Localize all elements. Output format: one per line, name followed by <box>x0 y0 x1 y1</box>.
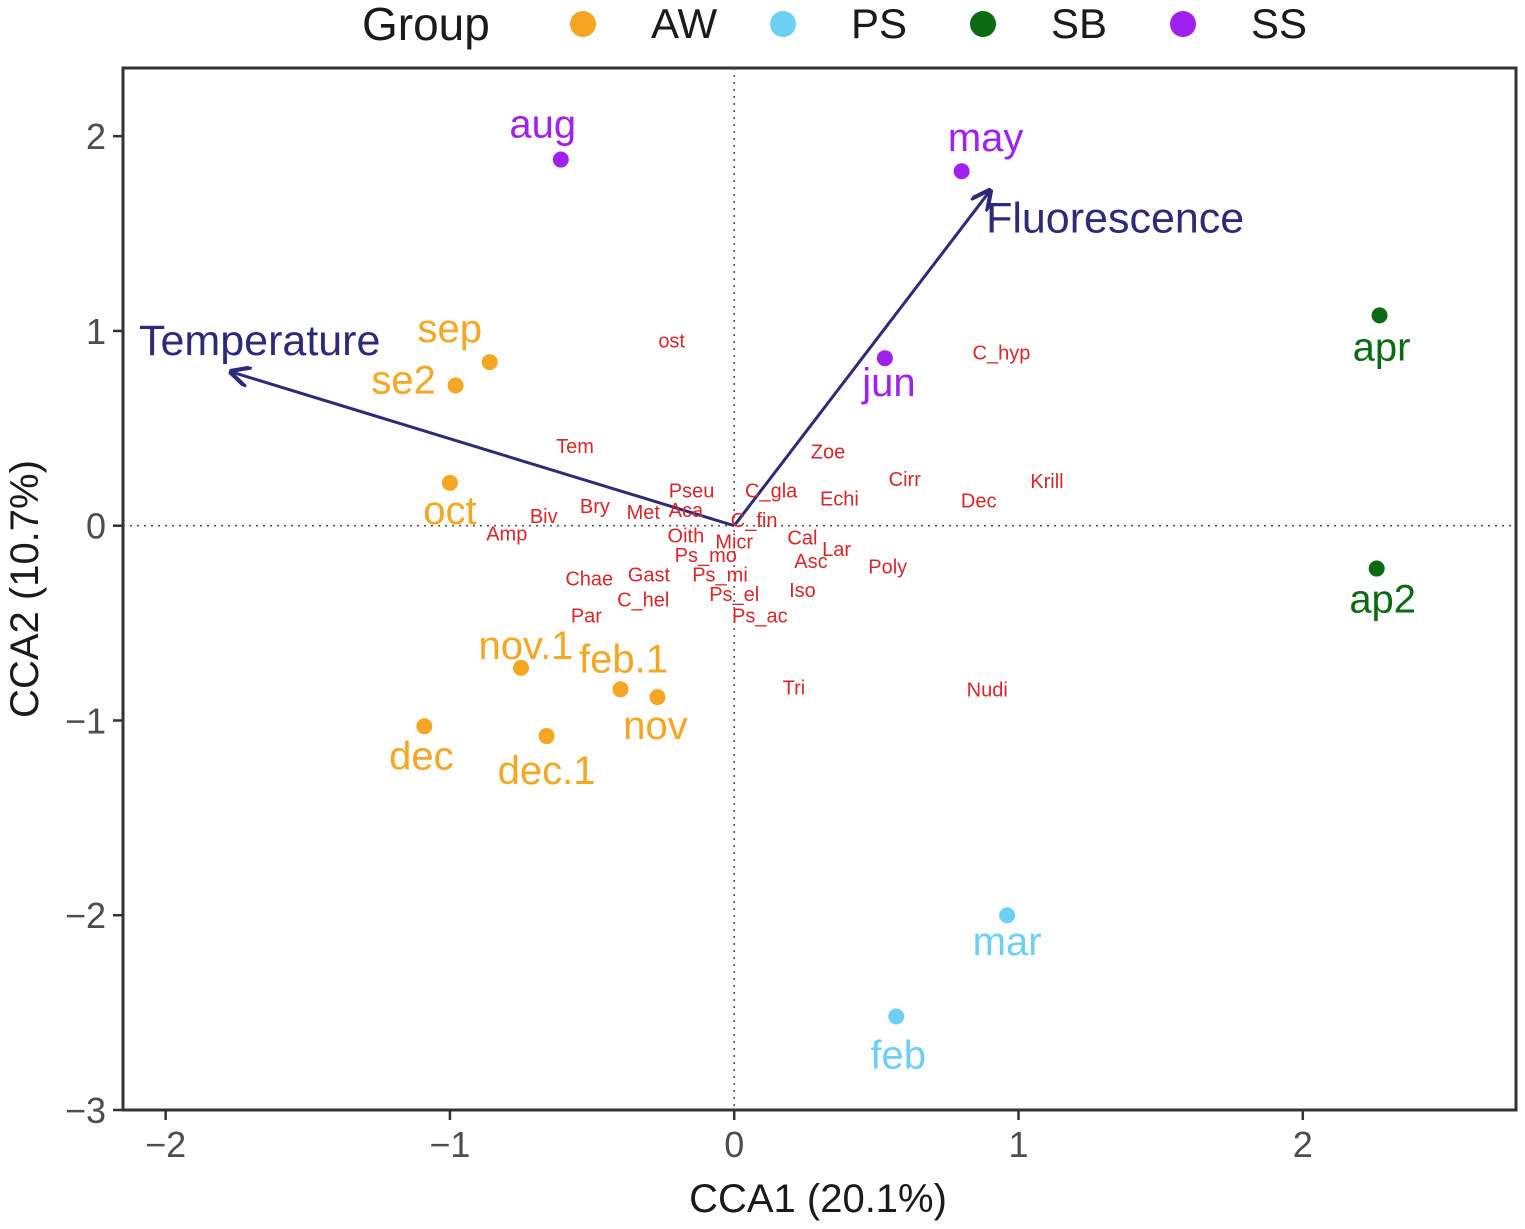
legend-label-ps: PS <box>851 0 907 47</box>
sample-label-mar: mar <box>973 920 1042 964</box>
sample-point-ap2 <box>1368 560 1385 577</box>
sample-label-se2: se2 <box>371 358 436 402</box>
species-label: Ps_el <box>709 584 759 606</box>
species-label: Ps_mo <box>675 545 737 567</box>
sample-label-dec.1: dec.1 <box>498 749 596 793</box>
legend-key-aw <box>570 11 596 37</box>
species-label: Iso <box>789 580 816 602</box>
species-label: Echi <box>820 488 859 510</box>
species-label: Ps_mi <box>692 564 748 586</box>
y-axis: −3 −2 −1 0 1 2 <box>65 116 123 1131</box>
sample-point-nov.1 <box>513 659 529 676</box>
species-label: Cirr <box>889 469 922 491</box>
species-label: Nudi <box>967 679 1008 701</box>
y-axis-label: CCA2 (10.7%) <box>3 460 47 718</box>
environment-vectors: Temperature Fluorescence <box>139 191 1244 528</box>
y-tick-label: 0 <box>86 506 106 547</box>
reference-lines <box>123 68 1516 1110</box>
sample-label-nov.1: nov.1 <box>479 624 574 668</box>
vector-arrow-temperature <box>231 372 735 528</box>
sample-label-may: may <box>948 116 1024 160</box>
species-label: Ps_ac <box>732 605 788 627</box>
sample-point-feb <box>888 1008 905 1025</box>
y-tick-label: 1 <box>86 311 106 352</box>
vector-label-fluorescence: Fluorescence <box>986 195 1244 243</box>
species-label: Par <box>571 605 602 627</box>
sample-point-oct <box>441 474 458 491</box>
species-label: Bry <box>580 496 610 518</box>
species-label: Gast <box>628 564 671 586</box>
species-label: Oith <box>668 525 705 547</box>
legend: Group AW PS SB SS <box>362 0 1307 50</box>
legend-key-ss <box>1170 11 1196 37</box>
species-label: Pseu <box>669 481 715 503</box>
legend-key-ps <box>770 11 796 37</box>
sample-label-sep: sep <box>417 307 482 351</box>
species-label: Asc <box>794 551 827 573</box>
legend-key-sb <box>970 11 996 37</box>
species-label: Poly <box>868 557 907 579</box>
y-tick-label: 2 <box>86 116 106 157</box>
sample-point-feb.1 <box>612 681 629 698</box>
legend-title: Group <box>362 0 490 50</box>
species-labels: ost C_hyp Tem Zoe Krill Cirr Pseu C_gla Echi Dec B… <box>486 331 1063 702</box>
species-label: Met <box>627 502 661 524</box>
x-tick-label: −1 <box>429 1124 470 1165</box>
species-label: Krill <box>1030 471 1063 493</box>
legend-label-ss: SS <box>1251 0 1307 47</box>
x-axis: −2 −1 0 1 2 <box>145 1110 1313 1165</box>
sample-label-apr: apr <box>1353 325 1411 369</box>
x-axis-label: CCA1 (20.1%) <box>689 1177 947 1221</box>
plot-panel <box>121 66 1518 1112</box>
sample-point-dec <box>416 718 433 735</box>
species-label: Biv <box>530 506 558 528</box>
sample-label-feb.1: feb.1 <box>579 637 668 681</box>
sample-point-mar <box>999 907 1016 924</box>
sample-point-nov <box>649 689 666 706</box>
sample-point-dec.1 <box>538 728 555 745</box>
sample-point-apr <box>1371 307 1388 324</box>
species-label: ost <box>658 331 685 353</box>
species-label: Tem <box>556 436 594 458</box>
species-label: C_hyp <box>973 342 1031 364</box>
sample-label-feb: feb <box>870 1034 926 1078</box>
species-label: Amp <box>486 523 527 545</box>
sample-points: aug may jun sep se2 oct nov.1 feb.1 nov dec dec.1 a… <box>371 103 1416 1078</box>
sample-point-jun <box>876 350 893 367</box>
species-label: Lar <box>822 539 851 561</box>
sample-point-sep <box>481 354 498 371</box>
x-tick-label: 1 <box>1008 1124 1028 1165</box>
vector-arrow-fluorescence <box>733 191 990 527</box>
species-label: C_fin <box>731 510 778 532</box>
vector-label-temperature: Temperature <box>139 317 380 365</box>
x-tick-label: −2 <box>145 1124 186 1165</box>
species-label: Cal <box>787 527 817 549</box>
sample-label-dec: dec <box>389 734 454 778</box>
species-label: Aca <box>669 500 704 522</box>
y-tick-label: −3 <box>65 1090 106 1131</box>
y-tick-label: −2 <box>65 895 106 936</box>
sample-point-may <box>953 163 970 180</box>
sample-point-se2 <box>447 377 464 394</box>
species-label: Dec <box>961 490 997 512</box>
legend-label-sb: SB <box>1051 0 1107 47</box>
x-tick-label: 2 <box>1293 1124 1313 1165</box>
species-label: Tri <box>783 677 806 699</box>
species-label: C_hel <box>617 590 669 612</box>
sample-label-nov: nov <box>623 704 688 748</box>
sample-label-ap2: ap2 <box>1349 578 1416 622</box>
legend-label-aw: AW <box>651 0 717 47</box>
y-tick-label: −1 <box>65 700 106 741</box>
sample-label-jun: jun <box>861 361 915 405</box>
x-tick-label: 0 <box>724 1124 744 1165</box>
sample-label-oct: oct <box>423 489 476 533</box>
sample-point-aug <box>552 151 569 168</box>
species-label: Chae <box>565 568 613 590</box>
species-label: C_gla <box>745 481 798 503</box>
sample-label-aug: aug <box>509 103 576 147</box>
species-label: Zoe <box>811 442 845 464</box>
species-label: Micr <box>715 531 753 553</box>
